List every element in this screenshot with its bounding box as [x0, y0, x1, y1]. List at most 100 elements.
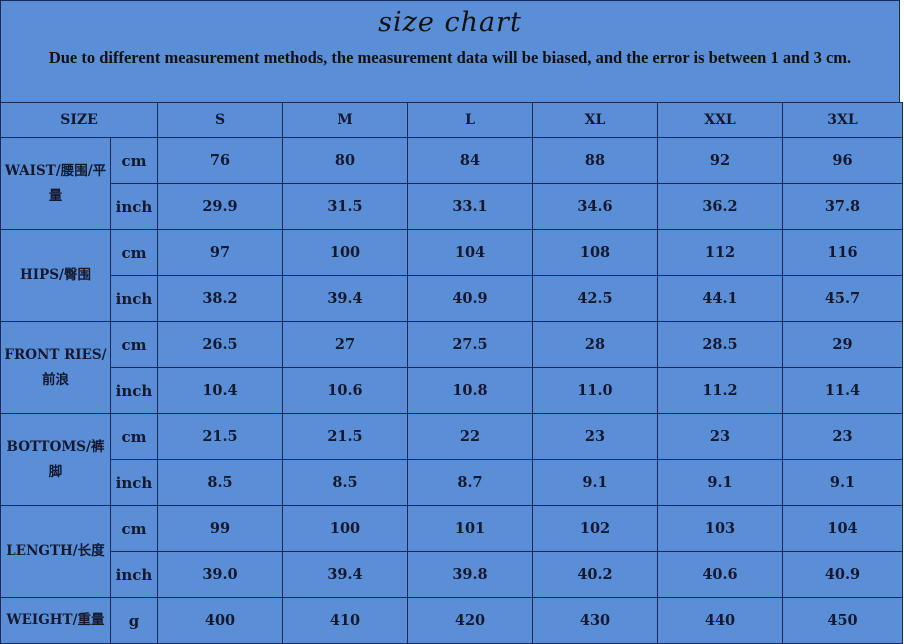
- value-cell: 33.1: [407, 183, 533, 230]
- table-row: WEIGHT/重量 g 400 410 420 430 440 450: [0, 597, 903, 644]
- value-cell: 28: [532, 321, 658, 368]
- size-header: SIZE: [0, 102, 158, 138]
- unit-cell: cm: [110, 229, 158, 276]
- unit-cell: cm: [110, 321, 158, 368]
- value-cell: 112: [657, 229, 783, 276]
- size-col-header: M: [282, 102, 408, 138]
- value-cell: 9.1: [782, 459, 903, 506]
- value-cell: 440: [657, 597, 783, 644]
- value-cell: 23: [782, 413, 903, 460]
- table-row: WAIST/腰围/平量 cm 76 80 84 88 92 96: [0, 137, 903, 230]
- measurement-label: HIPS/臀围: [0, 229, 111, 322]
- table-row: inch 10.4 10.6 10.8 11.0 11.2 11.4: [1, 367, 903, 414]
- value-cell: 21.5: [157, 413, 283, 460]
- value-cell: 29: [782, 321, 903, 368]
- unit-cell: cm: [110, 137, 158, 184]
- value-cell: 8.7: [407, 459, 533, 506]
- measurement-label: WAIST/腰围/平量: [0, 137, 111, 230]
- table-row: HIPS/臀围 cm 97 100 104 108 112 116: [0, 229, 903, 322]
- value-cell: 88: [532, 137, 658, 184]
- value-cell: 28.5: [657, 321, 783, 368]
- unit-cell: inch: [110, 367, 158, 414]
- value-cell: 116: [782, 229, 903, 276]
- value-cell: 84: [407, 137, 533, 184]
- chart-title: size chart: [378, 7, 522, 38]
- value-cell: 104: [782, 505, 903, 552]
- value-cell: 104: [407, 229, 533, 276]
- unit-cell: cm: [110, 413, 158, 460]
- value-cell: 420: [407, 597, 533, 644]
- value-cell: 45.7: [782, 275, 903, 322]
- size-col-header: XXL: [657, 102, 783, 138]
- size-col-header: 3XL: [782, 102, 903, 138]
- value-cell: 38.2: [157, 275, 283, 322]
- value-cell: 450: [782, 597, 903, 644]
- unit-cell: inch: [110, 183, 158, 230]
- value-cell: 10.6: [282, 367, 408, 414]
- value-cell: 9.1: [657, 459, 783, 506]
- value-cell: 100: [282, 505, 408, 552]
- value-cell: 11.4: [782, 367, 903, 414]
- size-col-header: S: [157, 102, 283, 138]
- value-cell: 27: [282, 321, 408, 368]
- value-cell: 40.9: [782, 551, 903, 598]
- value-cell: 39.4: [282, 275, 408, 322]
- table-row: inch 29.9 31.5 33.1 34.6 36.2 37.8: [1, 183, 903, 230]
- value-cell: 40.2: [532, 551, 658, 598]
- value-cell: 42.5: [532, 275, 658, 322]
- value-cell: 22: [407, 413, 533, 460]
- value-cell: 8.5: [282, 459, 408, 506]
- table-row: inch 39.0 39.4 39.8 40.2 40.6 40.9: [1, 551, 903, 598]
- value-cell: 29.9: [157, 183, 283, 230]
- value-cell: 11.0: [532, 367, 658, 414]
- value-cell: 103: [657, 505, 783, 552]
- value-cell: 39.4: [282, 551, 408, 598]
- value-cell: 108: [532, 229, 658, 276]
- size-col-header: L: [407, 102, 533, 138]
- value-cell: 10.8: [407, 367, 533, 414]
- unit-cell: cm: [110, 505, 158, 552]
- value-cell: 39.8: [407, 551, 533, 598]
- value-cell: 40.9: [407, 275, 533, 322]
- unit-cell: g: [110, 597, 158, 644]
- value-cell: 97: [157, 229, 283, 276]
- value-cell: 26.5: [157, 321, 283, 368]
- value-cell: 11.2: [657, 367, 783, 414]
- value-cell: 410: [282, 597, 408, 644]
- value-cell: 44.1: [657, 275, 783, 322]
- unit-cell: inch: [110, 551, 158, 598]
- value-cell: 37.8: [782, 183, 903, 230]
- table-row: BOTTOMS/裤脚 cm 21.5 21.5 22 23 23 23: [0, 413, 903, 506]
- value-cell: 101: [407, 505, 533, 552]
- size-table: SIZE S M L XL XXL 3XL WAIST/腰围/平量 cm 76 80 8…: [0, 102, 903, 644]
- table-row: LENGTH/长度 cm 99 100 101 102 103 104: [0, 505, 903, 598]
- size-col-header: XL: [532, 102, 658, 138]
- measurement-label: WEIGHT/重量: [0, 597, 111, 644]
- value-cell: 27.5: [407, 321, 533, 368]
- value-cell: 23: [532, 413, 658, 460]
- table-row: FRONT RIES/前浪 cm 26.5 27 27.5 28 28.5 29: [0, 321, 903, 414]
- value-cell: 23: [657, 413, 783, 460]
- table-row: inch 8.5 8.5 8.7 9.1 9.1 9.1: [1, 459, 903, 506]
- value-cell: 34.6: [532, 183, 658, 230]
- measurement-note: Due to different measurement methods, th…: [48, 48, 852, 67]
- value-cell: 430: [532, 597, 658, 644]
- value-cell: 76: [157, 137, 283, 184]
- value-cell: 102: [532, 505, 658, 552]
- measurement-label: FRONT RIES/前浪: [0, 321, 111, 414]
- measurement-label: LENGTH/长度: [0, 505, 111, 598]
- value-cell: 8.5: [157, 459, 283, 506]
- value-cell: 100: [282, 229, 408, 276]
- value-cell: 40.6: [657, 551, 783, 598]
- measurement-label: BOTTOMS/裤脚: [0, 413, 111, 506]
- value-cell: 39.0: [157, 551, 283, 598]
- title-block: size chart Due to different measurement …: [0, 0, 900, 102]
- unit-cell: inch: [110, 459, 158, 506]
- value-cell: 92: [657, 137, 783, 184]
- header-row: SIZE S M L XL XXL 3XL: [0, 102, 903, 138]
- value-cell: 99: [157, 505, 283, 552]
- value-cell: 96: [782, 137, 903, 184]
- unit-cell: inch: [110, 275, 158, 322]
- value-cell: 9.1: [532, 459, 658, 506]
- value-cell: 36.2: [657, 183, 783, 230]
